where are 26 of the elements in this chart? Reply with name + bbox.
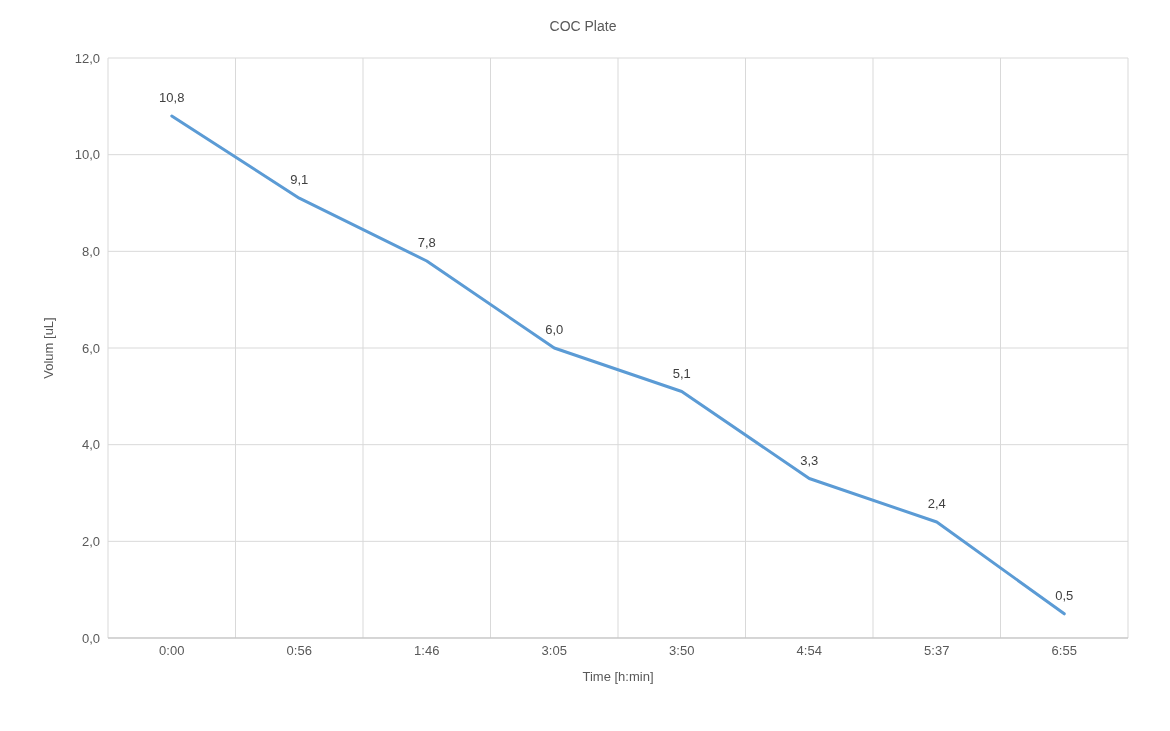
y-tick-label: 4,0 bbox=[81, 437, 100, 453]
y-tick-label: 2,0 bbox=[81, 533, 100, 549]
data-label: 10,8 bbox=[159, 90, 185, 105]
data-label: 0,5 bbox=[1055, 587, 1074, 603]
data-label: 9,1 bbox=[290, 172, 309, 188]
y-tick-label: 8,0 bbox=[81, 243, 100, 259]
y-axis-title: Volum [uL] bbox=[40, 317, 56, 379]
y-tick-label: 6,0 bbox=[81, 340, 100, 356]
x-tick-label: 1:46 bbox=[414, 643, 440, 659]
data-label: 3,3 bbox=[800, 452, 819, 468]
y-tick-label: 10,0 bbox=[74, 147, 100, 163]
x-tick-label: 3:05 bbox=[541, 643, 567, 659]
data-label: 5,1 bbox=[672, 365, 691, 381]
x-tick-label: 0:56 bbox=[286, 643, 312, 659]
chart-title: COC Plate bbox=[548, 18, 618, 34]
data-label: 2,4 bbox=[927, 496, 946, 511]
x-tick-label: 5:37 bbox=[924, 643, 950, 659]
x-tick-label: 6:55 bbox=[1051, 643, 1077, 659]
y-tick-label: 0,0 bbox=[81, 630, 100, 646]
data-label: 7,8 bbox=[417, 235, 436, 250]
x-tick-label: 0:00 bbox=[159, 643, 185, 659]
x-tick-label: 3:50 bbox=[669, 643, 695, 659]
data-label: 6,0 bbox=[545, 322, 564, 337]
x-axis-title: Time [h:min] bbox=[582, 669, 654, 684]
y-tick-label: 12,0 bbox=[74, 50, 100, 66]
x-tick-label: 4:54 bbox=[796, 643, 822, 659]
